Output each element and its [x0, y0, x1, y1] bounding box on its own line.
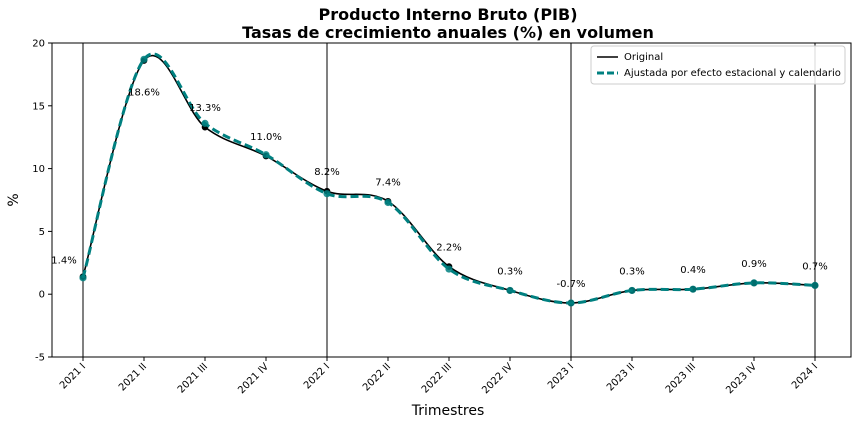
series-point-1: [811, 281, 819, 290]
x-tick-label: 2023 I: [546, 361, 576, 391]
x-tick-label: 2022 III: [420, 361, 454, 395]
data-label: 13.3%: [189, 103, 221, 114]
y-tick-label: 0: [39, 290, 45, 301]
series-point-1: [689, 285, 697, 293]
x-tick-label: 2023 II: [605, 361, 637, 393]
x-tick-label: 2022 I: [302, 361, 332, 391]
data-label: 7.4%: [375, 177, 400, 188]
data-label: 18.6%: [128, 88, 160, 99]
data-label: 0.9%: [741, 259, 766, 270]
x-tick-label: 2022 IV: [480, 361, 515, 396]
plot-frame: [51, 42, 852, 358]
x-tick-label: 2024 I: [790, 361, 820, 391]
series-point-1: [750, 279, 758, 287]
y-tick-label: -5: [35, 353, 45, 364]
series-point-1: [445, 265, 453, 273]
x-tick-label: 2021 IV: [236, 361, 271, 396]
legend-adjusted-label: Ajustada por efecto estacional y calenda…: [624, 68, 841, 79]
data-label: 2.2%: [436, 243, 461, 254]
series-point-1: [323, 190, 331, 198]
series-point-1: [140, 55, 148, 63]
data-label: 0.3%: [497, 266, 522, 277]
series-point-1: [506, 286, 514, 295]
x-tick-label: 2023 III: [664, 361, 698, 395]
legend: Original Ajustada por efecto estacional …: [590, 45, 846, 85]
series-point-1: [628, 286, 636, 295]
data-label: 8.2%: [314, 167, 339, 178]
y-tick-label: 20: [32, 39, 45, 50]
y-tick-label: 10: [32, 164, 45, 175]
series-layer: [79, 52, 819, 307]
x-tick-label: 2022 II: [361, 361, 393, 393]
series-point-1: [384, 198, 392, 207]
x-tick-label: 2021 III: [176, 361, 210, 395]
data-labels: 1.4% 18.6% 13.3% 11.0% 8.2% 7.4% 2.2% 0.3% -0.7%…: [51, 88, 827, 290]
y-tick-label: 15: [32, 101, 45, 112]
data-label: -0.7%: [556, 279, 585, 290]
legend-box: [590, 45, 846, 85]
data-label: 0.3%: [619, 266, 644, 277]
series-point-1: [79, 274, 87, 282]
y-axis-label: %: [6, 193, 22, 206]
data-label: 0.7%: [802, 261, 827, 272]
y-axis: -5 0 5 10 15 20: [32, 39, 52, 364]
vertical-reference-lines: [82, 43, 816, 357]
legend-original-label: Original: [624, 52, 663, 63]
x-tick-label: 2021 I: [58, 361, 88, 391]
series-line-1: [81, 52, 816, 305]
x-axis: 2021 I 2021 II 2021 III 2021 IV 2022 I 2022 I…: [58, 357, 820, 396]
y-tick-label: 5: [39, 227, 45, 238]
chart-title: Producto Interno Bruto (PIB): [318, 5, 577, 24]
data-label: 0.4%: [680, 265, 705, 276]
data-label: 1.4%: [51, 256, 76, 267]
x-tick-label: 2021 II: [117, 361, 149, 393]
chart-subtitle: Tasas de crecimiento anuales (%) en volu…: [242, 23, 654, 42]
series-point-1: [262, 151, 270, 159]
series-point-1: [567, 299, 575, 307]
x-tick-label: 2023 IV: [724, 361, 759, 396]
data-label: 11.0%: [250, 132, 282, 143]
series-point-1: [201, 119, 209, 127]
x-axis-label: Trimestres: [411, 403, 485, 419]
